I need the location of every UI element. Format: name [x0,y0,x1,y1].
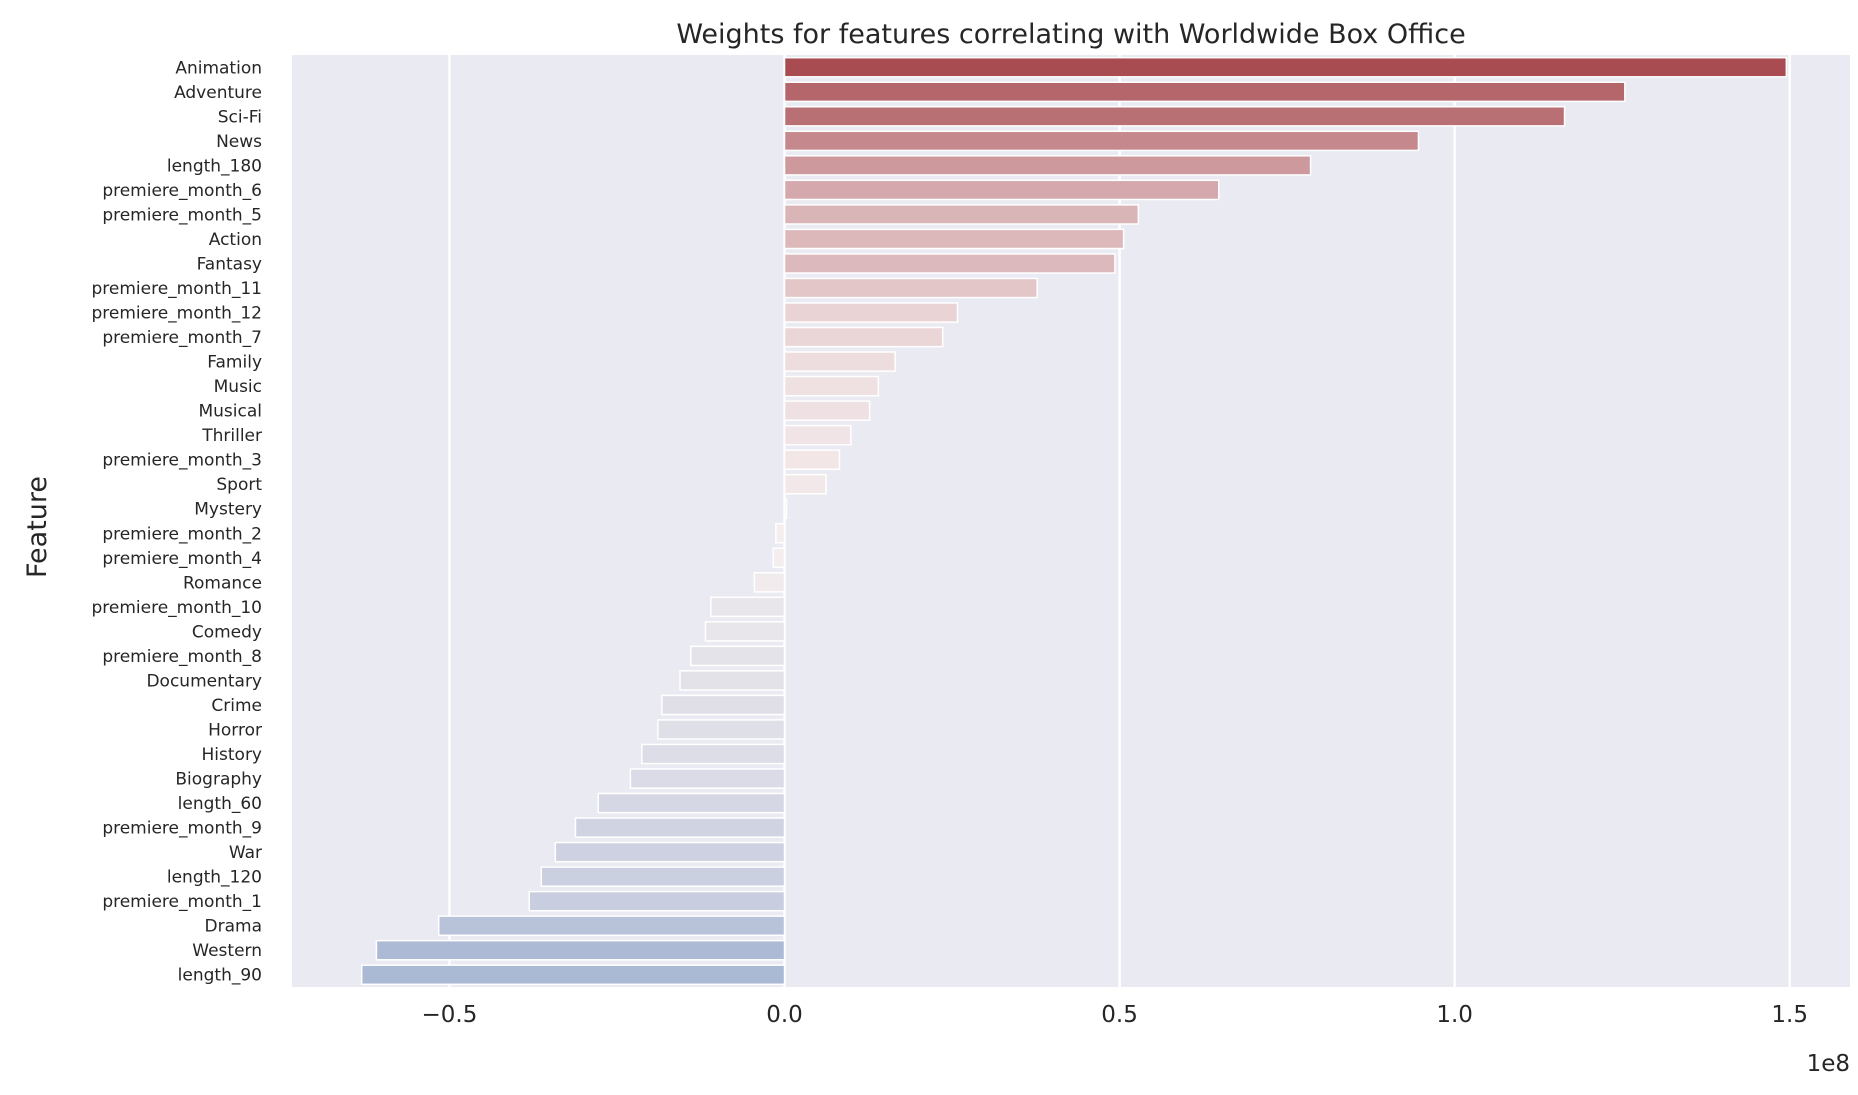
bar-western [375,939,786,961]
category-label: Comedy [192,622,262,642]
category-labels: Animation Adventure Sci-Fi News length_180pr… [92,58,263,985]
category-label: Biography [175,770,262,790]
bars [360,56,1788,986]
category-label: Action [209,230,262,250]
bar-history [641,743,786,765]
bar-sport [783,473,827,495]
category-label: Family [207,353,262,373]
bar-premiere-month-11 [783,277,1038,299]
bar-length-180 [783,155,1312,176]
category-label: Horror [208,720,262,740]
bar-drama [438,915,786,936]
category-label: premiere_month_6 [102,181,262,201]
category-label: Documentary [146,671,262,691]
category-label: premiere_month_1 [102,892,262,912]
category-label: length_120 [167,868,262,888]
bar-thriller [783,424,852,446]
category-label: Sci-Fi [218,107,262,127]
bar-musical [783,400,871,421]
x-axis-offset-label: 1e8 [1807,1051,1850,1077]
bar-comedy [704,621,786,642]
bar-action [783,228,1125,250]
bar-horror [657,719,786,740]
bar-animation [783,56,1788,78]
x-tick-label: 1.0 [1436,1002,1473,1028]
category-label: News [216,132,262,152]
category-label: premiere_month_11 [92,279,263,299]
category-label: War [229,843,262,863]
bar-premiere-month-9 [574,817,786,838]
x-tick-label: 0.0 [766,1002,803,1028]
category-label: History [202,745,262,765]
category-label: Mystery [194,500,262,520]
category-label: premiere_month_7 [102,328,262,348]
x-tick-label: 0.5 [1101,1002,1138,1028]
category-label: length_60 [178,794,262,814]
bar-war [554,841,786,863]
category-label: Animation [175,58,262,78]
category-label: length_90 [178,966,262,986]
category-label: Romance [183,573,262,593]
bar-fantasy [783,253,1116,274]
bar-family [783,351,896,372]
bar-romance [753,572,786,593]
category-label: Fantasy [197,254,262,274]
category-label: Sport [216,475,262,495]
bar-premiere-month-5 [783,204,1140,225]
y-axis-label: Feature [22,476,53,578]
category-label: Thriller [201,426,262,446]
bar-length-60 [597,792,786,814]
bar-sci-fi [783,106,1566,127]
bar-premiere-month-8 [689,645,786,667]
x-tick-labels: −0.5 0.0 0.5 1.0 1.5 [422,1002,1808,1028]
category-label: Crime [211,696,262,716]
category-label: premiere_month_10 [92,598,263,618]
bar-premiere-month-10 [710,596,786,618]
bar-length-120 [540,866,786,887]
x-tick-label: −0.5 [422,1002,478,1028]
bar-music [783,375,880,397]
category-label: premiere_month_12 [92,304,263,324]
bar-premiere-month-2 [775,522,786,544]
x-tick-label: 1.5 [1771,1002,1808,1028]
bar-premiere-month-4 [772,547,786,569]
category-label: premiere_month_2 [102,524,262,544]
bar-premiere-month-6 [783,179,1220,201]
category-label: premiere_month_4 [102,549,262,569]
category-label: premiere_month_9 [102,819,262,839]
bar-premiere-month-12 [783,302,959,323]
category-label: Western [192,941,262,961]
category-label: premiere_month_8 [102,647,262,667]
category-label: length_180 [167,156,262,176]
category-label: Musical [198,402,262,422]
bar-adventure [783,81,1626,103]
bar-news [783,130,1420,152]
category-label: premiere_month_3 [102,451,262,471]
bar-crime [661,694,786,716]
bar-premiere-month-7 [783,326,944,348]
category-label: Adventure [174,83,262,103]
bar-length-90 [360,964,786,986]
bar-premiere-month-3 [783,449,841,470]
category-label: Drama [205,917,262,937]
bar-mystery [783,498,788,520]
category-label: premiere_month_5 [102,205,262,225]
bar-biography [629,768,786,789]
bar-premiere-month-1 [528,890,786,912]
category-label: Music [214,377,262,397]
chart-title: Weights for features correlating with Wo… [676,19,1465,50]
bar-documentary [679,670,786,691]
